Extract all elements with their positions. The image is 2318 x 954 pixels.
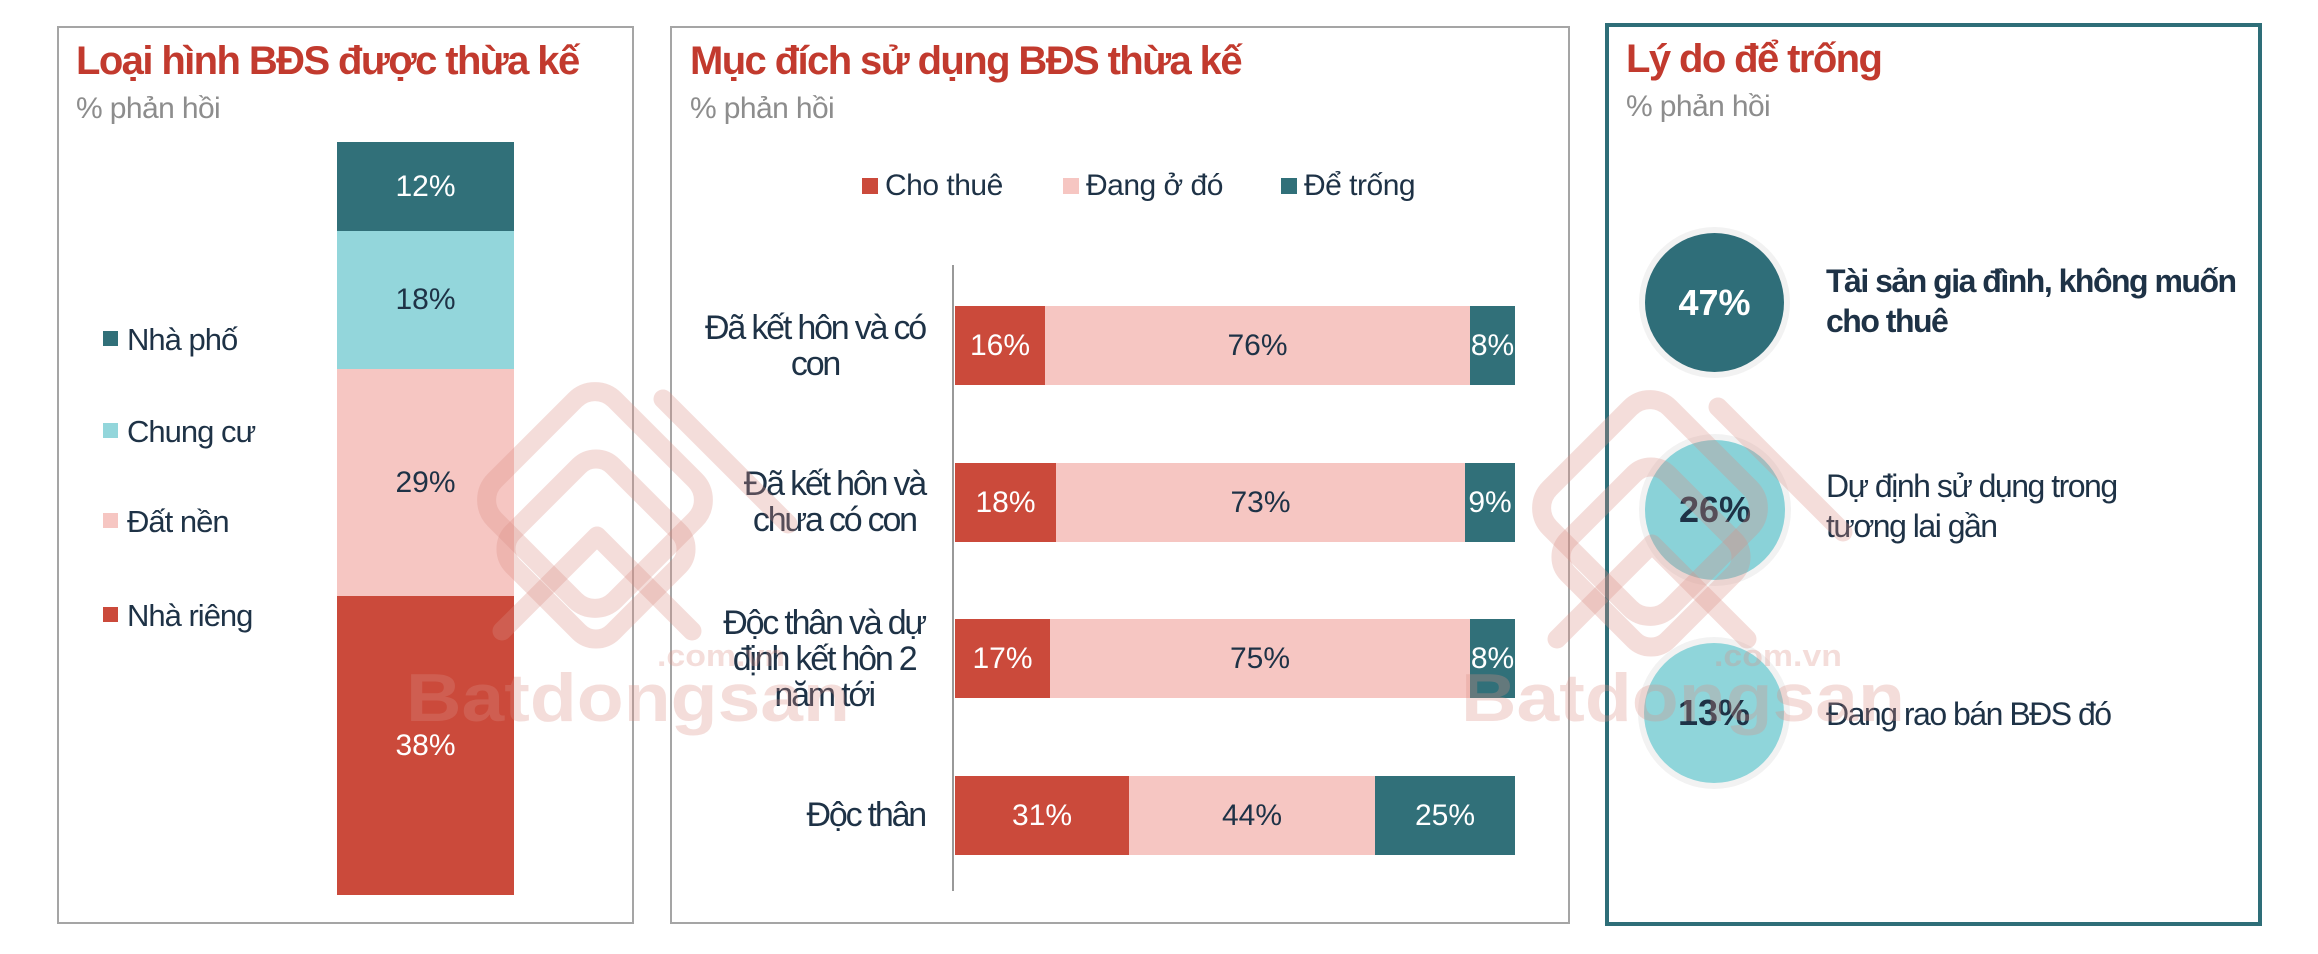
svg-text:Batdongsan: Batdongsan bbox=[406, 660, 850, 736]
svg-text:.com.vn: .com.vn bbox=[1714, 638, 1842, 673]
svg-text:Batdongsan: Batdongsan bbox=[1461, 660, 1905, 736]
svg-text:.com.vn: .com.vn bbox=[657, 638, 785, 673]
